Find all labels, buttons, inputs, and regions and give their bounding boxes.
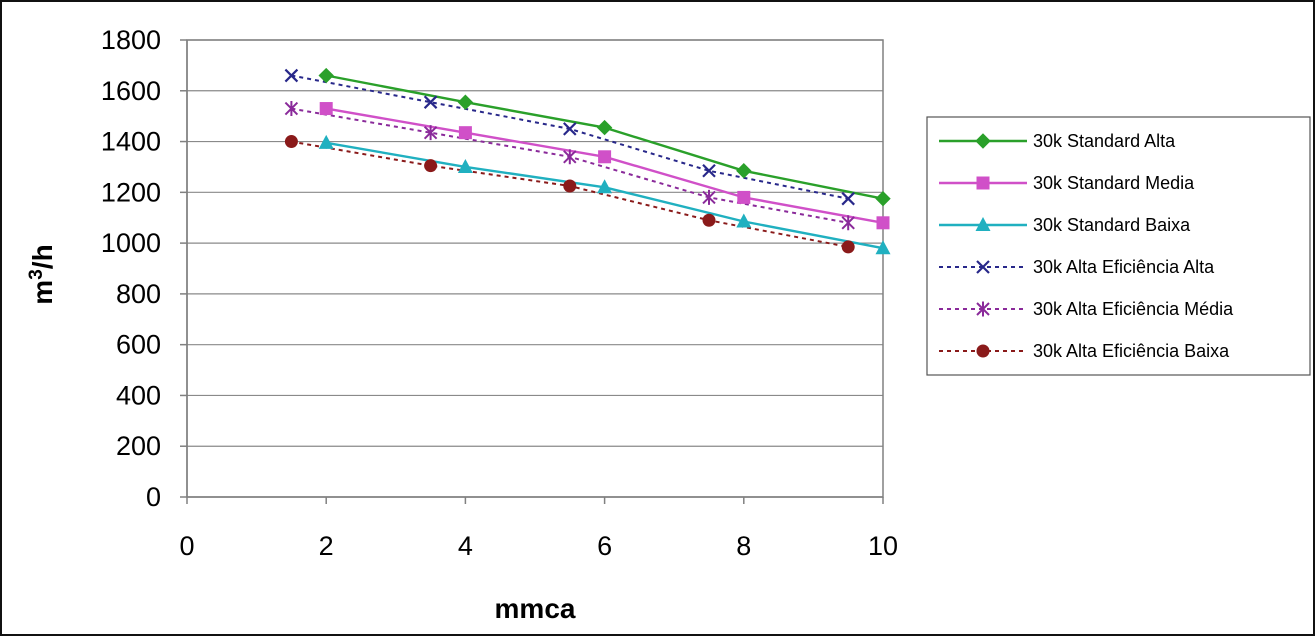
data-point-s3-4 bbox=[736, 213, 752, 228]
y-axis-title: m3/h bbox=[26, 244, 59, 304]
data-point-s2-2 bbox=[458, 126, 472, 140]
y-tick-label-600: 600 bbox=[116, 330, 161, 360]
data-point-s5-1 bbox=[284, 101, 299, 117]
legend-label-2: 30k Standard Media bbox=[1033, 173, 1195, 193]
data-point-s5-5 bbox=[841, 215, 855, 231]
data-point-s3-1 bbox=[318, 134, 334, 149]
data-point-s1-3 bbox=[596, 119, 613, 136]
legend-label-5: 30k Alta Eficiência Média bbox=[1033, 299, 1234, 319]
data-point-s6-4 bbox=[702, 213, 716, 227]
legend-swatch-marker-5 bbox=[976, 301, 990, 317]
data-point-s3-2 bbox=[457, 158, 473, 173]
data-point-s1-1 bbox=[318, 67, 334, 84]
data-point-s4-2 bbox=[423, 95, 438, 109]
data-point-s4-3 bbox=[563, 122, 577, 136]
x-tick-label-0: 0 bbox=[179, 531, 194, 561]
y-tick-label-1800: 1800 bbox=[101, 25, 161, 55]
legend-label-1: 30k Standard Alta bbox=[1033, 131, 1176, 151]
y-axis-title-superscript: 3 bbox=[26, 269, 47, 280]
legend-swatch-marker-2 bbox=[976, 176, 990, 190]
data-point-s2-1 bbox=[319, 102, 333, 116]
data-point-s2-3 bbox=[598, 150, 612, 164]
legend-swatch-marker-3 bbox=[975, 217, 991, 231]
data-point-s4-1 bbox=[284, 68, 299, 83]
data-point-s5-3 bbox=[563, 149, 577, 165]
series-line-5 bbox=[291, 107, 849, 224]
series-group bbox=[291, 74, 884, 250]
data-point-s2-5 bbox=[876, 216, 890, 230]
legend-label-3: 30k Standard Baixa bbox=[1033, 215, 1191, 235]
x-tick-label-6: 6 bbox=[597, 531, 612, 561]
x-tick-label-8: 8 bbox=[736, 531, 751, 561]
x-tick-label-10: 10 bbox=[868, 531, 898, 561]
data-point-s4-5 bbox=[841, 191, 855, 206]
y-tick-label-1400: 1400 bbox=[101, 127, 161, 157]
data-point-s6-2 bbox=[424, 159, 438, 173]
data-point-s2-4 bbox=[737, 190, 751, 204]
axes: 0 200 400 600 800 1000 1200 1400 1600 1800 0 2 4 6 8 10 bbox=[101, 25, 898, 561]
x-axis-title: mmca bbox=[495, 593, 576, 624]
x-tick-label-2: 2 bbox=[319, 531, 334, 561]
legend-label-6: 30k Alta Eficiência Baixa bbox=[1033, 341, 1230, 361]
x-tick-label-4: 4 bbox=[458, 531, 473, 561]
data-point-s1-4 bbox=[736, 163, 752, 179]
data-point-s3-5 bbox=[875, 240, 891, 255]
data-point-s5-4 bbox=[702, 189, 716, 205]
data-point-s1-5 bbox=[875, 190, 891, 207]
data-point-s4-4 bbox=[702, 163, 716, 178]
legend-swatch-marker-1 bbox=[975, 133, 991, 149]
y-tick-label-0: 0 bbox=[146, 482, 161, 512]
y-tick-label-1200: 1200 bbox=[101, 177, 161, 207]
data-point-s5-2 bbox=[423, 125, 438, 141]
y-tick-label-200: 200 bbox=[116, 431, 161, 461]
legend-swatch-marker-6 bbox=[976, 344, 990, 358]
y-axis-title-base: m bbox=[27, 280, 58, 305]
y-axis-title-tail: /h bbox=[27, 244, 58, 269]
y-tick-label-400: 400 bbox=[116, 380, 161, 410]
legend-label-4: 30k Alta Eficiência Alta bbox=[1033, 257, 1215, 277]
data-point-s6-3 bbox=[563, 179, 577, 193]
data-point-s3-3 bbox=[597, 179, 613, 194]
legend-swatch-marker-4 bbox=[976, 260, 990, 274]
gridlines bbox=[187, 39, 883, 447]
data-point-s1-2 bbox=[457, 94, 474, 110]
y-tick-label-1600: 1600 bbox=[101, 76, 161, 106]
data-point-s6-5 bbox=[841, 240, 855, 254]
y-tick-label-800: 800 bbox=[116, 279, 161, 309]
data-point-s6-1 bbox=[284, 135, 298, 149]
legend: 30k Standard Alta 30k Standard Media 30k S… bbox=[926, 116, 1311, 376]
y-tick-label-1000: 1000 bbox=[101, 228, 161, 258]
markers-group bbox=[284, 67, 891, 255]
legend-box bbox=[926, 116, 1311, 376]
